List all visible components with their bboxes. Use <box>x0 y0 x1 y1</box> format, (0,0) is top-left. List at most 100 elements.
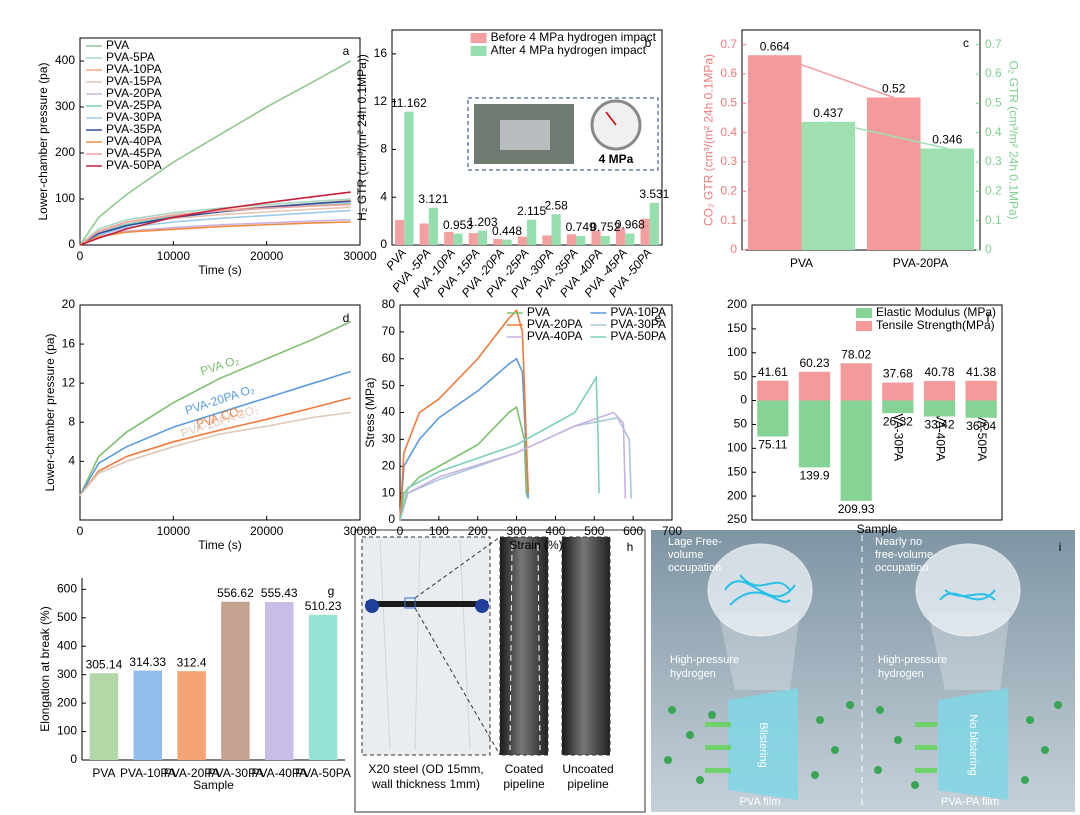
y-tick-label: 20 <box>62 297 76 311</box>
y-tick-label: 4 <box>68 454 75 468</box>
coated-photo <box>499 536 549 756</box>
y-axis-title: Stress (MPa) <box>363 377 377 447</box>
y-tick-label: 0.7 <box>985 37 1002 51</box>
x-tick-label: 500 <box>584 524 604 538</box>
y-tick-label: 0.4 <box>720 125 737 139</box>
value-label: 0.749 <box>566 220 596 234</box>
inset-vessel <box>500 120 550 150</box>
y-tick-label: 8 <box>68 414 75 428</box>
panel-label: i <box>1059 540 1062 554</box>
bar <box>840 400 872 501</box>
legend-label: PVA-20PA <box>527 317 583 331</box>
value-label: 60.23 <box>799 356 829 370</box>
x-tick-label: PVA-40PA <box>251 766 307 780</box>
x-tick-label: 10000 <box>157 524 191 538</box>
value-label: 0.968 <box>615 218 645 232</box>
x-tick-label: PVA <box>92 766 115 780</box>
bar <box>404 111 414 245</box>
y-tick-label: 0 <box>740 393 747 407</box>
value-label: 0.953 <box>443 218 473 232</box>
line <box>79 397 351 497</box>
line <box>79 209 351 246</box>
legend-label: Tensile Strength(MPa) <box>876 318 995 332</box>
bar <box>395 219 405 245</box>
x-tick-label: PVA-50PA <box>295 766 351 780</box>
value-label: 0.752 <box>590 220 620 234</box>
legend-label: PVA-50PA <box>106 158 162 172</box>
x-tick-label: 10000 <box>157 249 191 263</box>
bar <box>801 121 856 251</box>
note: occupation <box>668 562 721 574</box>
y-tick-label: 300 <box>55 99 75 113</box>
y-tick-label: 12 <box>62 375 76 389</box>
bar <box>428 207 439 245</box>
y-tick-label: 8 <box>380 142 387 156</box>
caption: X20 steel (OD 15mm, <box>368 762 483 776</box>
note: High-pressure <box>878 654 947 666</box>
y-tick-label: 0.6 <box>985 66 1002 80</box>
bar <box>882 400 914 414</box>
bar <box>419 223 429 245</box>
bar <box>840 363 872 401</box>
y-tick-label: 100 <box>57 724 77 738</box>
x-tick-label: 700 <box>662 524 682 538</box>
value-label: 305.14 <box>86 657 123 671</box>
y-tick-label: 80 <box>382 297 396 311</box>
x-tick-label: 0 <box>397 524 404 538</box>
bar <box>625 233 635 245</box>
bar <box>576 236 586 245</box>
bar <box>133 670 162 760</box>
value-label: 209.93 <box>838 502 875 516</box>
x-tick-label: 30000 <box>343 524 377 538</box>
line <box>79 191 351 246</box>
zoom-box <box>404 597 416 609</box>
value-label: 41.61 <box>758 365 788 379</box>
bar <box>615 228 626 245</box>
y-tick-label: 40 <box>382 405 396 419</box>
line <box>399 374 600 521</box>
gauge-needle <box>605 111 617 126</box>
legend-label: PVA-30PA <box>610 317 666 331</box>
bar <box>89 673 119 760</box>
y-tick-label: 0 <box>380 237 387 251</box>
value-label: 0.346 <box>932 133 962 147</box>
legend-label: PVA-40PA <box>527 329 583 343</box>
bar <box>591 230 601 245</box>
y-tick-label: 0.2 <box>720 184 737 198</box>
value-label: 40.78 <box>924 365 954 379</box>
connector <box>774 54 894 99</box>
b-inset: 4 MPa <box>467 97 659 171</box>
caption: pipeline <box>567 777 609 791</box>
y-tick-label: 0.3 <box>985 154 1002 168</box>
connector <box>828 121 948 150</box>
y-tick-label: 0.5 <box>985 96 1002 110</box>
y-tick-label: 250 <box>727 512 747 526</box>
legend: PVA PVA-10PA PVA-20PA PVA-30PA PVA-40PA PVA-5… <box>506 305 666 343</box>
bar <box>640 218 650 245</box>
legend-label: PVA-45PA <box>106 146 162 160</box>
zoom-lines <box>414 536 501 756</box>
x-tick-label: 100 <box>429 524 449 538</box>
x-tick-label: 20000 <box>250 524 284 538</box>
glove <box>365 599 379 613</box>
y-axis-title: Lower-chamber pressure (pa) <box>36 62 50 220</box>
line <box>399 357 530 521</box>
legend-label: PVA-50PA <box>610 329 666 343</box>
plot-frame <box>79 304 361 521</box>
y-axis-title: Lower-chamber pressure (pa) <box>43 333 57 491</box>
value-label: 1.203 <box>467 215 497 229</box>
legend-label: PVA-35PA <box>106 122 162 136</box>
bar <box>923 400 956 417</box>
value-label: 26.32 <box>883 414 913 428</box>
x-tick-label: 200 <box>468 524 488 538</box>
value-label: 2.115 <box>517 204 546 218</box>
bar <box>444 231 454 245</box>
diagram-panel: Lage Free- volume occupation High-pressu… <box>651 530 1075 812</box>
chains <box>724 574 796 606</box>
film-text: Blistering <box>757 722 769 767</box>
hydrogen-dots <box>664 701 1062 789</box>
plot-frame <box>741 29 981 251</box>
value-label: 33.42 <box>924 418 954 432</box>
x-tick-label: 300 <box>507 524 527 538</box>
photo-panel: X20 steel (OD 15mm, wall thickness 1mm) … <box>354 529 646 813</box>
